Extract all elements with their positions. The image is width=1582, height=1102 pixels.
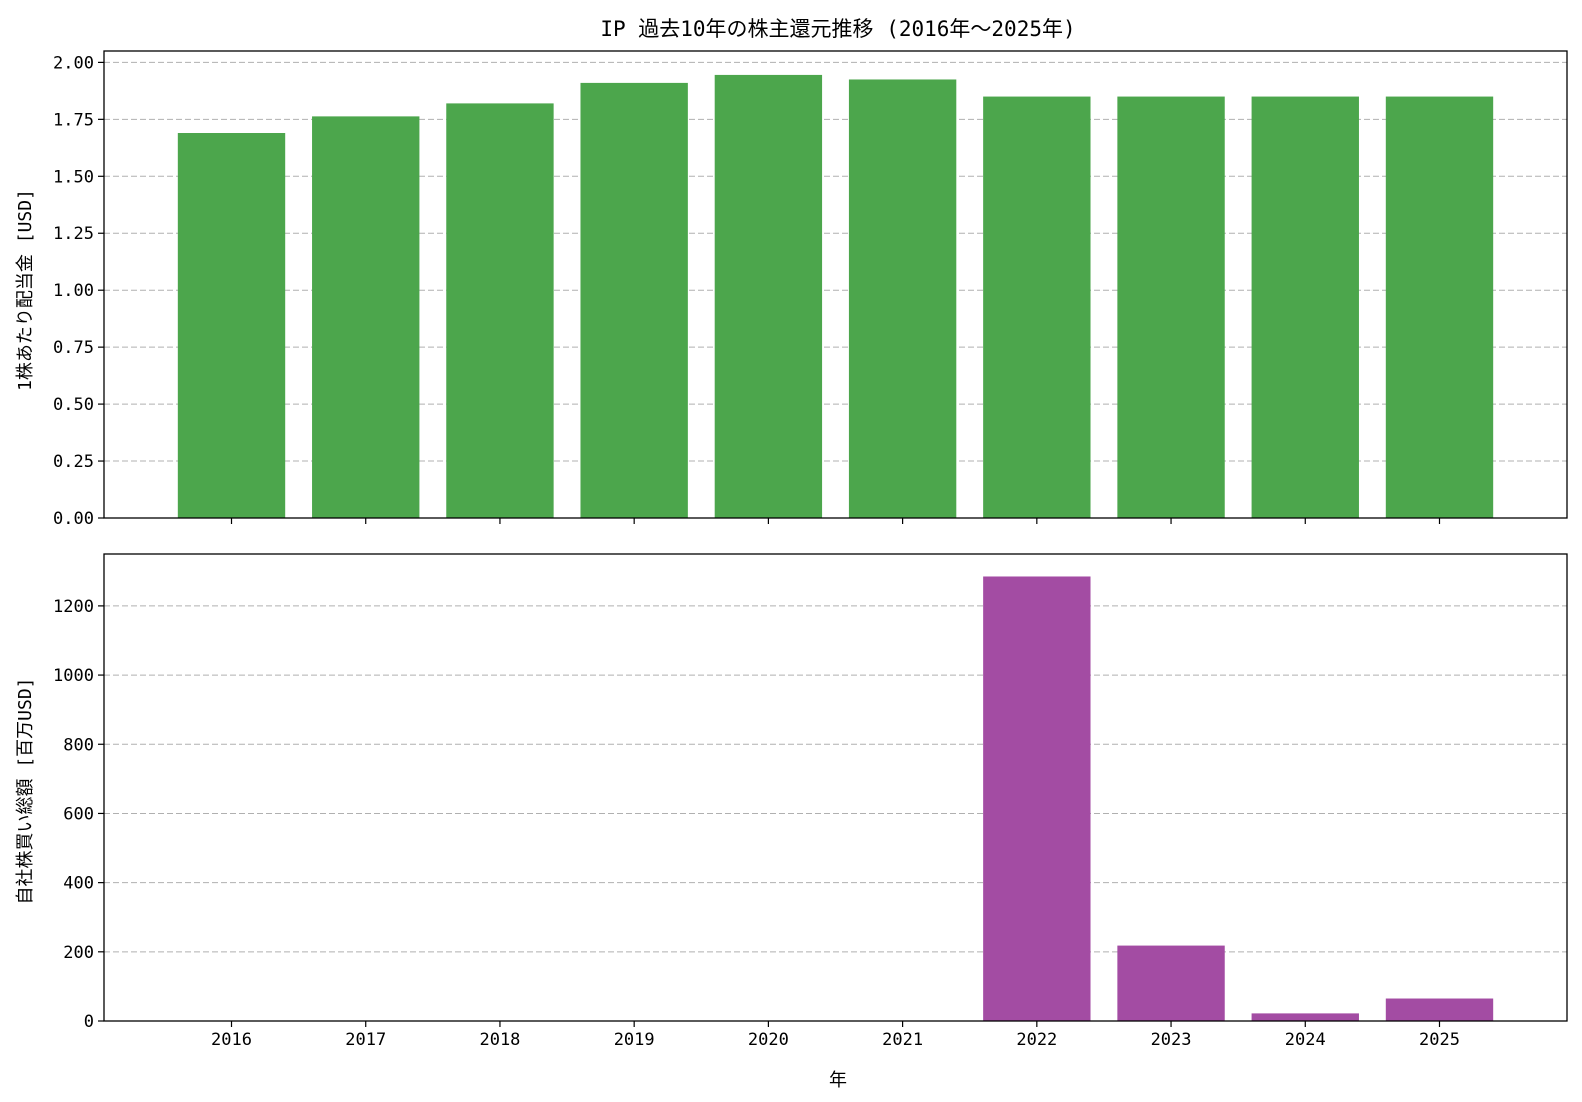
dividend-y-tick-label: 1.25 xyxy=(53,224,94,244)
dividend-y-tick-label: 1.75 xyxy=(53,110,94,130)
dividend-bar-2025 xyxy=(1385,96,1494,518)
dividend-plot-frame xyxy=(103,50,1568,519)
buyback-x-tick-label: 2024 xyxy=(1285,1030,1326,1050)
buyback-bar-2023 xyxy=(1117,945,1225,1021)
buyback-x-tick-label: 2023 xyxy=(1151,1030,1192,1050)
buyback-panel: 0 200 400 600 800 1000 1200 2016 2017 2018 2019 202… xyxy=(53,553,1568,1050)
dividend-bar-2024 xyxy=(1251,96,1359,518)
dividend-y-tick-label: 0.50 xyxy=(53,395,94,415)
dividend-y-tick-label: 1.00 xyxy=(53,281,94,301)
buyback-y-tick-label: 800 xyxy=(63,735,94,755)
buyback-y-tick-label: 1200 xyxy=(53,597,94,617)
buyback-bar-2025 xyxy=(1385,998,1494,1021)
dividend-y-tick-label: 1.50 xyxy=(53,167,94,187)
dividend-y-tick-label: 2.00 xyxy=(53,53,94,73)
buyback-y-tick-label: 0 xyxy=(84,1012,94,1032)
dividend-bar-2016 xyxy=(177,133,286,518)
buyback-bar-2022 xyxy=(983,576,1091,1021)
dividend-y-tick-label: 0.75 xyxy=(53,338,94,358)
buyback-y-tick-label: 200 xyxy=(63,943,94,963)
dividend-bar-2019 xyxy=(580,82,688,518)
buyback-bar-2024 xyxy=(1251,1013,1359,1021)
buyback-x-tick-label: 2017 xyxy=(345,1030,386,1050)
buyback-x-tick-label: 2022 xyxy=(1016,1030,1057,1050)
buyback-x-tick-label: 2025 xyxy=(1419,1030,1460,1050)
dividend-bar-2023 xyxy=(1117,96,1225,518)
buyback-x-axis-label: 年 xyxy=(829,1070,847,1091)
buyback-x-tick-label: 2018 xyxy=(479,1030,520,1050)
dividend-y-tick-label: 0.00 xyxy=(53,509,94,529)
dividend-bar-2020 xyxy=(714,74,823,519)
buyback-x-tick-label: 2021 xyxy=(882,1030,923,1050)
dividend-bar-2022 xyxy=(983,96,1091,518)
dividend-bar-2018 xyxy=(446,103,554,519)
dividend-panel: 0.00 0.25 0.50 0.75 1.00 1.25 1.50 1.75 2.00 xyxy=(53,50,1568,529)
buyback-x-tick-label: 2020 xyxy=(748,1030,789,1050)
buyback-y-tick-label: 600 xyxy=(63,804,94,824)
dividend-y-axis-label: 1株あたり配当金 [USD] xyxy=(15,189,36,391)
dividend-bar-2021 xyxy=(848,79,957,518)
buyback-y-axis-label: 自社株買い総額 [百万USD] xyxy=(15,677,36,904)
buyback-y-tick-label: 400 xyxy=(63,874,94,894)
buyback-x-tick-label: 2016 xyxy=(211,1030,252,1050)
buyback-plot-frame xyxy=(103,553,1568,1022)
buyback-x-tick-label: 2019 xyxy=(614,1030,655,1050)
chart-title: IP 過去10年の株主還元推移 (2016年～2025年) xyxy=(600,17,1075,41)
buyback-y-tick-label: 1000 xyxy=(53,666,94,686)
dividend-y-tick-label: 0.25 xyxy=(53,452,94,472)
dividend-bar-2017 xyxy=(312,116,420,518)
